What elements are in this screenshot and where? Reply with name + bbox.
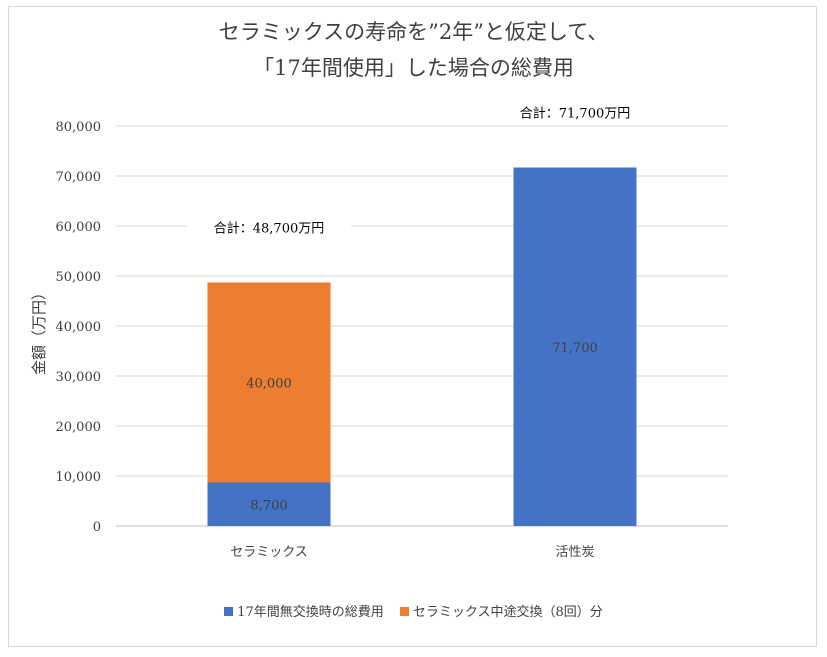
y-axis-ticks: 0 10,000 20,000 30,000 40,000 50,000 60,000 70,… [56,120,102,535]
y-tick-label: 70,000 [56,170,102,185]
data-label: 40,000 [246,377,292,392]
legend-label-base: 17年間無交換時の総費用 [237,605,384,620]
total-annotation: 合計：48,700万円 [214,221,325,237]
y-tick-label: 10,000 [56,470,102,485]
total-annotation: 合計：71,700万円 [520,106,631,122]
y-tick-label: 30,000 [56,370,102,385]
bar-segment [207,282,331,483]
data-label: 71,700 [552,341,598,356]
data-label: 8,700 [250,498,287,513]
y-tick-label: 50,000 [56,270,102,285]
bar-segment [513,167,637,526]
bars: 8,700 40,000 合計：48,700万円 71,700 合計：71,700万円 [187,101,657,526]
y-tick-label: 0 [93,520,101,535]
total-annotation-bg [493,101,657,124]
y-tick-label: 80,000 [56,120,102,135]
legend: 17年間無交換時の総費用 セラミックス中途交換（8回）分 [0,601,827,620]
legend-swatch-base [224,607,234,616]
y-tick-label: 60,000 [56,220,102,235]
legend-item-replacement: セラミックス中途交換（8回）分 [399,601,603,620]
y-tick-label: 20,000 [56,420,102,435]
legend-label-replacement: セラミックス中途交換（8回）分 [412,605,603,620]
legend-swatch-replacement [399,607,409,616]
y-tick-label: 40,000 [56,320,102,335]
y-axis-label: 金額（万円） [30,285,48,375]
total-annotation-bg [187,216,351,239]
chart-title-line-2: 「17年間使用」した場合の総費用 [253,56,574,80]
x-tick-label: 活性炭 [555,545,594,560]
chart-title: セラミックスの寿命を”2年”と仮定して、 「17年間使用」した場合の総費用 [0,14,827,86]
x-axis-ticks: セラミックス 活性炭 [230,545,594,560]
x-tick-label: セラミックス [230,545,308,560]
bar-segment [207,482,331,526]
chart-title-line-1: セラミックスの寿命を”2年”と仮定して、 [218,20,609,44]
legend-item-base: 17年間無交換時の総費用 [224,601,384,620]
